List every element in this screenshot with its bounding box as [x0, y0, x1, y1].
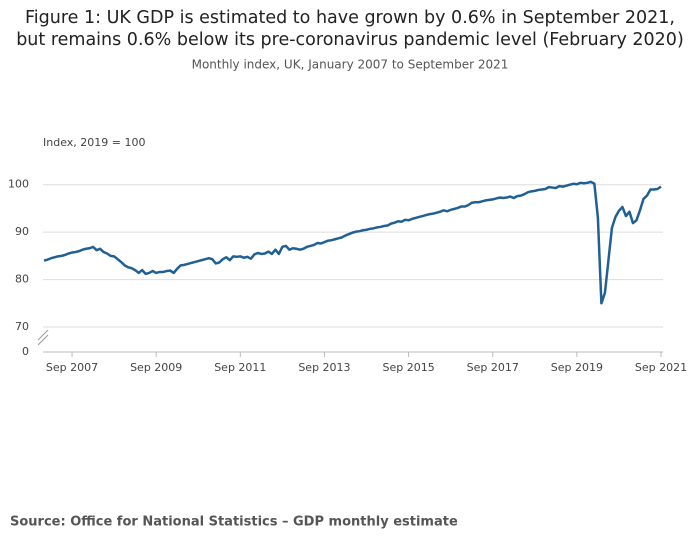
x-tick-label: Sep 2021 [635, 361, 687, 374]
chart-title: Figure 1: UK GDP is estimated to have gr… [25, 8, 675, 28]
x-tick-label: Sep 2013 [298, 361, 350, 374]
chart-title: but remains 0.6% below its pre-coronavir… [16, 30, 684, 50]
y-tick-label: 70 [15, 320, 29, 333]
y-tick-label: 0 [22, 345, 29, 358]
axis-break [37, 329, 49, 341]
y-axis-label: Index, 2019 = 100 [43, 136, 145, 149]
series-line [43, 180, 662, 305]
x-tick-label: Sep 2007 [46, 361, 98, 374]
x-tick-label: Sep 2009 [130, 361, 182, 374]
chart-subtitle: Monthly index, UK, January 2007 to Septe… [192, 58, 509, 72]
x-tick-label: Sep 2015 [382, 361, 434, 374]
source: Source: Office for National Statistics –… [10, 515, 458, 530]
x-tick-label: Sep 2017 [467, 361, 519, 374]
x-tick-label: Sep 2011 [214, 361, 266, 374]
y-tick-label: 80 [15, 273, 29, 286]
x-tick-label: Sep 2019 [551, 361, 603, 374]
y-tick-label: 100 [8, 178, 29, 191]
y-tick-label: 90 [15, 225, 29, 238]
axis-break [37, 334, 49, 346]
